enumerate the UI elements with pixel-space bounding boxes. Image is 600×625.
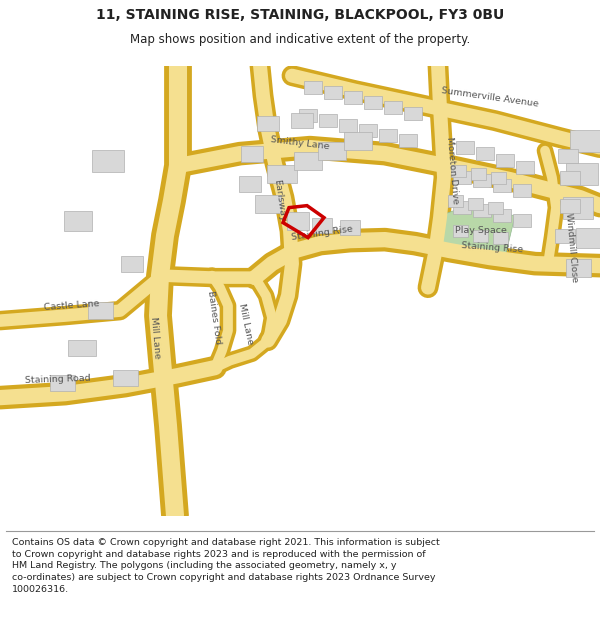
Bar (560, 199, 580, 212)
Bar (304, 81, 322, 94)
Bar (312, 218, 332, 233)
Bar (570, 129, 600, 152)
Bar (291, 113, 313, 128)
Bar (491, 172, 505, 184)
Bar (516, 161, 534, 174)
Bar (513, 184, 531, 197)
Bar (473, 229, 487, 242)
Text: Staining Rise: Staining Rise (290, 225, 353, 242)
Text: Smithy Lane: Smithy Lane (270, 136, 330, 152)
Text: Moreton Drive: Moreton Drive (445, 137, 460, 204)
Text: Earlsway: Earlsway (272, 179, 287, 222)
Bar (324, 86, 342, 99)
Bar (566, 162, 598, 184)
Bar (566, 259, 590, 277)
Bar (344, 91, 362, 104)
Bar (319, 114, 337, 127)
Bar (359, 124, 377, 137)
Bar (299, 109, 317, 122)
Text: Contains OS data © Crown copyright and database right 2021. This information is : Contains OS data © Crown copyright and d… (12, 538, 440, 594)
Bar (344, 132, 372, 149)
Bar (563, 197, 593, 219)
Bar (576, 228, 600, 248)
Bar (456, 141, 474, 154)
Bar (364, 96, 382, 109)
Bar (496, 154, 514, 167)
Bar (294, 152, 322, 169)
Bar (476, 147, 494, 160)
Bar (404, 107, 422, 120)
Text: Staining Road: Staining Road (25, 374, 91, 385)
Text: Windmill Close: Windmill Close (565, 213, 580, 282)
Bar (470, 168, 485, 179)
Bar (448, 194, 463, 207)
Bar (121, 256, 143, 272)
Bar (379, 129, 397, 142)
Text: Summerville Avenue: Summerville Avenue (441, 86, 539, 109)
Bar (513, 214, 531, 227)
Bar (239, 176, 261, 192)
Bar (493, 209, 511, 222)
Bar (558, 149, 578, 162)
Bar (473, 174, 491, 187)
Bar (451, 164, 466, 177)
Bar (453, 201, 471, 214)
Bar (555, 229, 575, 242)
Bar (493, 179, 511, 192)
Bar (287, 212, 309, 229)
Bar (68, 339, 96, 356)
Text: Castle Lane: Castle Lane (44, 299, 100, 312)
Bar (88, 302, 113, 319)
Bar (399, 134, 417, 147)
Bar (340, 220, 360, 235)
Bar (64, 211, 92, 231)
Bar (384, 101, 402, 114)
Bar (318, 142, 346, 159)
Bar (267, 164, 297, 182)
Text: Staining Rise: Staining Rise (461, 241, 523, 254)
Text: Map shows position and indicative extent of the property.: Map shows position and indicative extent… (130, 33, 470, 46)
Text: Mill Lane: Mill Lane (237, 302, 255, 345)
Bar (113, 369, 137, 386)
Bar (473, 204, 491, 217)
Bar (493, 232, 508, 244)
Text: 11, STAINING RISE, STAINING, BLACKPOOL, FY3 0BU: 11, STAINING RISE, STAINING, BLACKPOOL, … (96, 8, 504, 22)
Text: Mill Lane: Mill Lane (149, 316, 161, 359)
Bar (92, 149, 124, 172)
Text: Baines Fold: Baines Fold (206, 290, 222, 345)
Bar (452, 224, 467, 237)
Bar (49, 374, 74, 391)
Polygon shape (435, 208, 515, 258)
Bar (453, 171, 471, 184)
Bar (339, 119, 357, 132)
Bar (467, 198, 482, 209)
Bar (255, 194, 281, 213)
Bar (487, 202, 503, 214)
Text: Play Space: Play Space (455, 226, 507, 235)
Bar (560, 171, 580, 184)
Bar (241, 146, 263, 162)
Bar (257, 116, 279, 131)
